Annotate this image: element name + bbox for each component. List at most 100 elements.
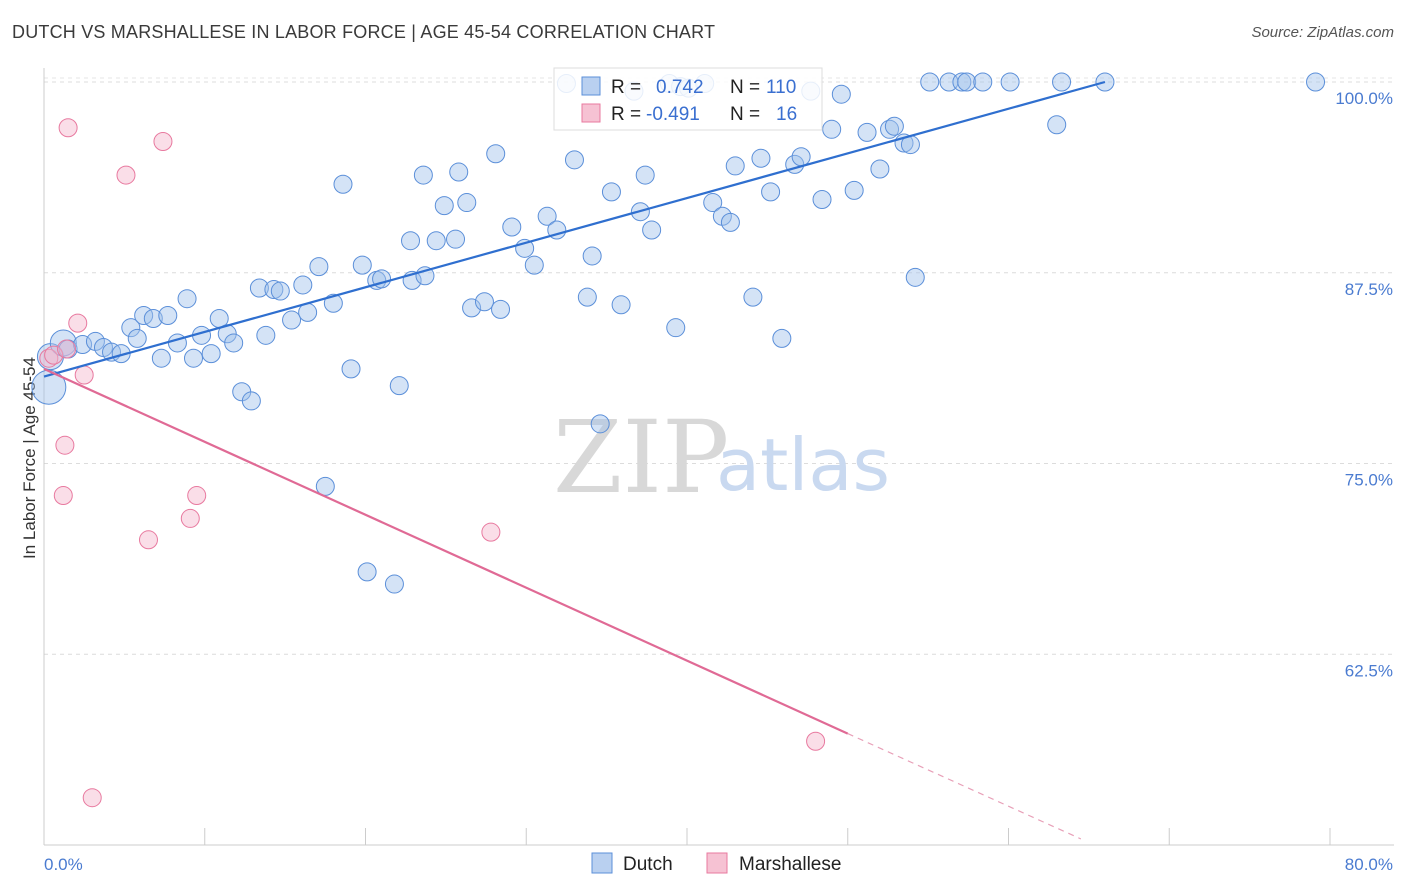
y-axis-label: In Labor Force | Age 45-54 <box>20 357 39 559</box>
point-dutch <box>352 255 372 275</box>
point-dutch <box>751 148 771 168</box>
point-marshallese <box>53 486 73 506</box>
point-dutch <box>611 295 631 315</box>
legend-swatch-marshallese <box>581 103 601 123</box>
point-dutch <box>537 206 557 226</box>
legend-swatch-dutch <box>581 76 601 96</box>
point-dutch <box>601 182 621 202</box>
point-dutch <box>590 414 610 434</box>
x-tick-labels: 0.0% 80.0% <box>44 855 1393 874</box>
point-marshallese <box>153 132 173 152</box>
point-dutch <box>725 156 745 176</box>
point-marshallese <box>116 165 136 185</box>
point-marshallese <box>187 486 207 506</box>
point-marshallese <box>57 339 77 359</box>
y-tick-label: 100.0% <box>1335 89 1393 108</box>
point-dutch <box>143 309 163 329</box>
legend-r-value-marshallese: -0.491 <box>646 104 700 125</box>
point-dutch <box>812 190 832 210</box>
point-dutch <box>384 574 404 594</box>
point-dutch <box>635 165 655 185</box>
point-dutch <box>323 293 343 313</box>
point-dutch <box>524 255 544 275</box>
point-marshallese <box>74 365 94 385</box>
point-dutch <box>446 229 466 249</box>
point-marshallese <box>44 345 64 365</box>
x-tick-label-max: 80.0% <box>1345 855 1393 874</box>
point-dutch <box>282 310 302 330</box>
source-label: Source: ZipAtlas.com <box>1251 24 1394 41</box>
legend-n-label-dutch: N = <box>730 77 760 98</box>
point-dutch <box>791 147 811 167</box>
point-marshallese <box>82 788 102 808</box>
point-dutch <box>1047 115 1067 135</box>
axes <box>43 68 1394 846</box>
point-dutch <box>957 72 977 92</box>
point-dutch <box>973 72 993 92</box>
point-dutch <box>564 150 584 170</box>
point-dutch <box>870 159 890 179</box>
trend-lines <box>43 80 1106 840</box>
point-marshallese <box>68 313 88 333</box>
point-dutch <box>256 325 276 345</box>
point-dutch <box>491 299 511 319</box>
point-dutch <box>127 328 147 348</box>
point-dutch <box>905 267 925 287</box>
chart-title: DUTCH VS MARSHALLESE IN LABOR FORCE | AG… <box>12 22 716 42</box>
correlation-legend: R = 0.742 N = 110 R = -0.491 N = 16 <box>553 67 823 131</box>
bottom-legend-label-marshallese: Marshallese <box>739 854 841 875</box>
point-dutch <box>426 231 446 251</box>
point-dutch <box>177 289 197 309</box>
y-tick-labels: 62.5% 75.0% 87.5% 100.0% <box>1335 89 1393 680</box>
point-dutch <box>341 359 361 379</box>
y-tick-label: 75.0% <box>1345 471 1393 490</box>
bottom-legend-swatch-dutch <box>591 852 613 874</box>
point-dutch <box>844 180 864 200</box>
point-dutch <box>857 122 877 142</box>
point-dutch <box>743 287 763 307</box>
point-marshallese <box>55 435 75 455</box>
point-dutch <box>264 280 284 300</box>
point-dutch <box>151 348 171 368</box>
point-dutch <box>822 119 842 139</box>
x-tick-label-min: 0.0% <box>44 855 83 874</box>
y-tick-label: 62.5% <box>1345 661 1393 680</box>
point-dutch <box>582 246 602 266</box>
point-dutch <box>884 116 904 136</box>
point-dutch <box>1306 72 1326 92</box>
grid-lines <box>44 77 1394 655</box>
point-dutch <box>158 305 178 325</box>
trend-line-dutch <box>43 80 1106 378</box>
bottom-legend-swatch-marshallese <box>706 852 728 874</box>
point-marshallese <box>58 118 78 138</box>
point-dutch <box>224 333 244 353</box>
point-dutch <box>502 217 522 237</box>
point-dutch <box>577 287 597 307</box>
point-dutch <box>642 220 662 240</box>
point-dutch <box>952 72 972 92</box>
point-marshallese <box>180 508 200 528</box>
point-dutch <box>434 196 454 216</box>
legend-r-value-dutch: 0.742 <box>656 77 704 98</box>
point-dutch <box>1000 72 1020 92</box>
point-dutch <box>1052 72 1072 92</box>
point-dutch <box>241 391 261 411</box>
point-dutch <box>831 84 851 104</box>
series-legend: Dutch Marshallese <box>591 852 841 875</box>
point-dutch <box>201 344 221 364</box>
point-dutch <box>703 193 723 213</box>
point-dutch <box>666 318 686 338</box>
point-dutch <box>121 318 141 338</box>
point-dutch <box>720 212 740 232</box>
point-dutch <box>413 165 433 185</box>
bottom-legend-label-dutch: Dutch <box>623 854 673 875</box>
point-dutch <box>457 193 477 213</box>
legend-n-value-dutch: 110 <box>766 77 796 98</box>
y-tick-label: 87.5% <box>1345 280 1393 299</box>
legend-n-label-marshallese: N = <box>730 104 760 125</box>
trend-line-extension-marshallese <box>847 733 1082 840</box>
point-dutch <box>309 257 329 277</box>
point-dutch <box>449 162 469 182</box>
point-marshallese <box>806 731 826 751</box>
